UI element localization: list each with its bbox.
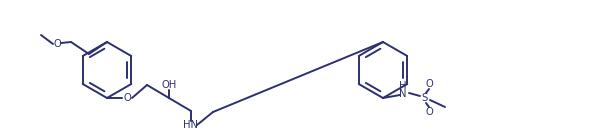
Text: N: N [399, 89, 407, 99]
Text: S: S [422, 93, 428, 103]
Text: H: H [399, 81, 407, 91]
Text: O: O [425, 107, 433, 117]
Text: OH: OH [162, 80, 176, 90]
Text: O: O [123, 93, 131, 103]
Text: O: O [425, 79, 433, 89]
Text: O: O [53, 39, 61, 49]
Text: HN: HN [184, 120, 198, 130]
